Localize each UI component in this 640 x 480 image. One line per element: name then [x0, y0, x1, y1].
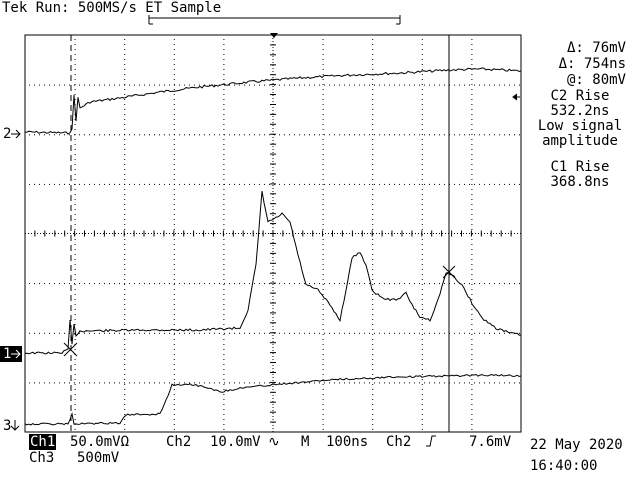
- timebase-label: M: [301, 434, 310, 450]
- cursor-at-value: @: 80mV: [566, 72, 626, 88]
- timebase-value: 100ns: [326, 434, 369, 450]
- measurement-1-title: C2 Rise: [550, 88, 610, 104]
- record-view-bracket: [148, 15, 401, 25]
- graticule-center-axes: [24, 34, 521, 432]
- trigger-level-marker: [512, 93, 520, 101]
- ch1-scale: 50.0mVΩ: [70, 434, 130, 450]
- ch1-label: Ch1: [29, 434, 57, 450]
- acquisition-date: 22 May 2020: [530, 437, 623, 453]
- header-status: Tek Run: 500MS/s ET Sample: [2, 0, 221, 16]
- cursor-delta-t: Δ: 754ns: [558, 56, 626, 72]
- brand-label: Tek: [2, 0, 28, 16]
- measurement-1-note-line2: amplitude: [542, 133, 618, 149]
- ch2-scale: 10.0mV: [210, 434, 261, 450]
- ch1-ground-arrow: [11, 349, 21, 359]
- graticule-grid: [29, 39, 520, 430]
- ch2-ground-arrow: [11, 129, 21, 139]
- ch3-waveform: [24, 373, 522, 426]
- ch1-marker-label: 1: [3, 346, 12, 362]
- trigger-level: 7.6mV: [469, 434, 512, 450]
- acquisition-time: 16:40:00: [530, 458, 598, 474]
- ch3-marker-label: 3: [3, 418, 12, 434]
- trigger-source: Ch2: [386, 434, 412, 450]
- measurement-1-note-line1: Low signal: [537, 118, 623, 134]
- cursor-x-mark-ch1: [63, 342, 78, 357]
- ch1-waveform: [24, 191, 522, 355]
- ch3-label: Ch3: [29, 450, 55, 466]
- trigger-slope-icon: [426, 435, 436, 447]
- cursor-delta-v: Δ: 76mV: [566, 40, 626, 56]
- ch2-marker-label: 2: [3, 126, 12, 142]
- ch3-ground-arrow: [10, 420, 20, 431]
- cursor-x-mark-peak: [442, 265, 456, 279]
- bandwidth-limit-icon: ∿: [268, 434, 280, 450]
- measurement-2-title: C1 Rise: [550, 159, 610, 175]
- measurement-2-value: 368.8ns: [550, 174, 610, 190]
- ch2-label: Ch2: [166, 434, 192, 450]
- measurement-1-value: 532.2ns: [550, 103, 610, 119]
- ch3-scale: 500mV: [77, 450, 120, 466]
- trigger-position-marker: [270, 33, 278, 38]
- acquisition-status: Run: 500MS/s ET Sample: [35, 0, 222, 16]
- ch2-waveform: [24, 67, 522, 135]
